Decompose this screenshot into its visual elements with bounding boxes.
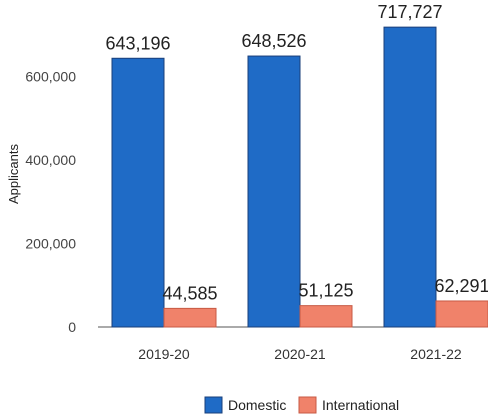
y-axis-title: Applicants [6, 144, 21, 204]
domestic-bar [383, 26, 437, 328]
domestic-bar [247, 55, 301, 328]
legend-label-international: International [322, 397, 399, 413]
international-value-label: 51,125 [298, 281, 353, 301]
legend-swatch-domestic [204, 396, 223, 414]
domestic-value-label: 648,526 [241, 31, 306, 51]
legend: Domestic International [204, 396, 399, 414]
category-labels: 2019-20 2020-21 2021-22 [138, 346, 462, 362]
legend-swatch-international [298, 396, 317, 414]
international-bar [163, 307, 217, 328]
domestic-value-label: 717,727 [377, 2, 442, 22]
y-axis-ticks: 0 200,000 400,000 600,000 [25, 68, 76, 335]
domestic-bar [111, 57, 165, 328]
y-tick-label: 0 [68, 319, 76, 335]
data-labels: 643,196 44,585 648,526 51,125 717,727 62,291 [105, 2, 488, 303]
y-tick-label: 600,000 [25, 68, 76, 84]
x-category-label: 2020-21 [274, 346, 326, 362]
international-bar [435, 300, 488, 328]
international-value-label: 62,291 [434, 276, 488, 296]
y-tick-label: 200,000 [25, 235, 76, 251]
x-category-label: 2019-20 [138, 346, 190, 362]
legend-label-domestic: Domestic [228, 397, 286, 413]
international-bar [299, 305, 353, 328]
y-tick-label: 400,000 [25, 152, 76, 168]
bars [111, 26, 488, 328]
domestic-value-label: 643,196 [105, 33, 170, 53]
x-category-label: 2021-22 [410, 346, 462, 362]
international-value-label: 44,585 [162, 283, 217, 303]
